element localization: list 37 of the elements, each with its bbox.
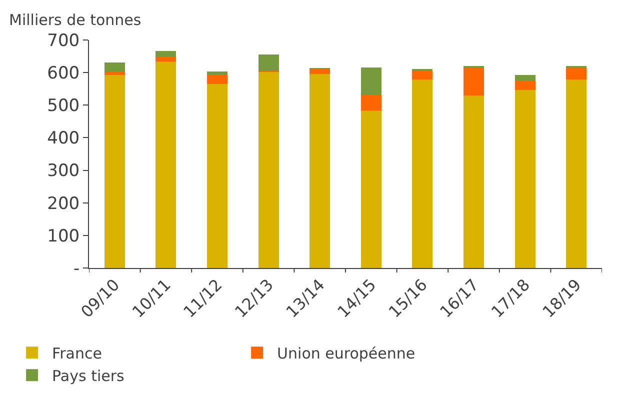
bar [258, 72, 279, 268]
y-tick-label: 200 [47, 194, 80, 214]
y-axis-title: Milliers de tonnes [9, 11, 142, 29]
y-tick-label: 500 [47, 96, 80, 116]
legend-label: France [52, 344, 102, 362]
bar [104, 72, 125, 75]
y-tick-label: 700 [47, 30, 80, 51]
bar [566, 80, 587, 268]
bar [360, 110, 382, 268]
bar [463, 96, 484, 268]
bar [514, 90, 536, 268]
bar [514, 74, 536, 81]
bar [566, 67, 587, 80]
bar [206, 74, 228, 84]
bar [412, 70, 433, 80]
bar [258, 54, 279, 70]
legend-label: Pays tiers [52, 367, 125, 385]
bar [412, 79, 433, 268]
bar [104, 62, 125, 72]
y-tick-label: 300 [47, 161, 80, 182]
bar [310, 74, 330, 268]
bar [360, 67, 382, 94]
y-tick-label: 400 [47, 128, 80, 149]
bar [310, 68, 330, 74]
bar [104, 74, 125, 268]
bar [156, 56, 176, 62]
bar [514, 80, 536, 90]
bar [463, 67, 484, 96]
bar [156, 62, 176, 268]
y-tick-label: - [73, 258, 80, 279]
bar [156, 50, 176, 57]
bar [206, 84, 228, 268]
y-tick-label: 100 [47, 226, 80, 246]
bar [360, 94, 382, 111]
legend-label: Union européenne [277, 344, 416, 362]
y-tick-label: 600 [47, 64, 80, 84]
bar [206, 72, 228, 75]
